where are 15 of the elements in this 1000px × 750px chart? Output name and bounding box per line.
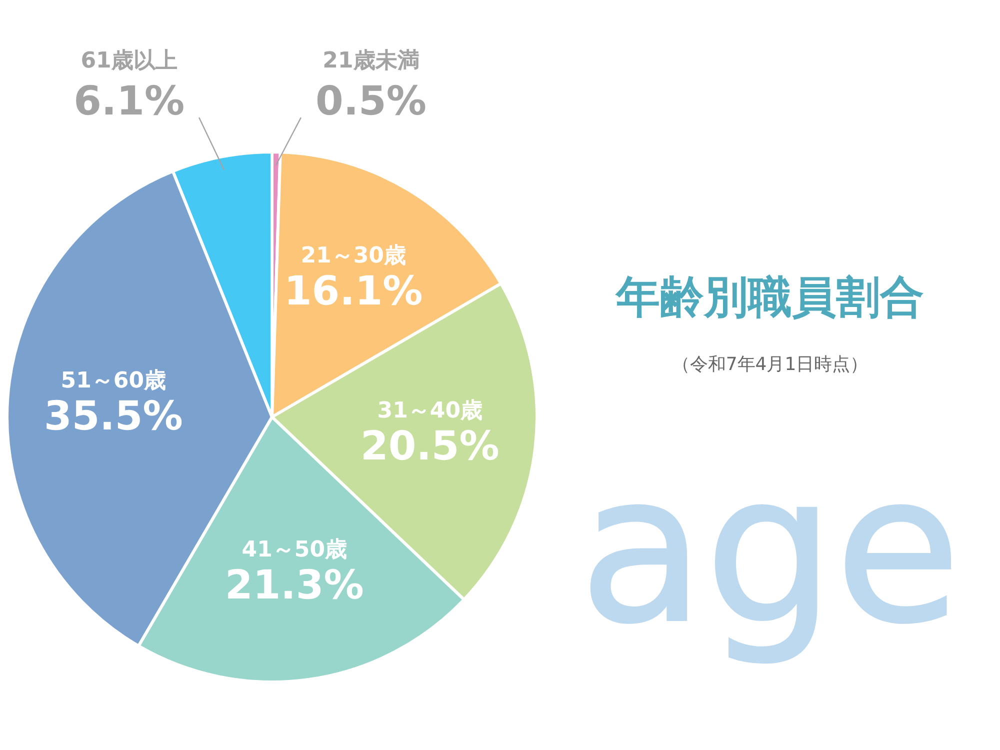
data-label: 20.5% [360, 423, 500, 470]
text: 年齢別職員割合 [615, 272, 924, 323]
slice-label: 21～30歳 [300, 243, 406, 268]
data-label: 6.1% [74, 78, 185, 125]
slice-label: 31～40歳 [377, 398, 483, 424]
slice-label: 41～50歳 [242, 537, 348, 562]
text: （令和7年4月1日時点） [672, 354, 868, 375]
data-label: 16.1% [284, 268, 423, 314]
text: age [579, 431, 961, 669]
slice-label: 61歳以上 [80, 48, 178, 74]
data-label: 0.5% [315, 78, 426, 125]
data-label: 21.3% [225, 562, 364, 608]
data-label: 35.5% [44, 394, 183, 440]
slice-label: 51～60歳 [60, 368, 166, 394]
slice-label: 21歳未満 [322, 48, 420, 74]
